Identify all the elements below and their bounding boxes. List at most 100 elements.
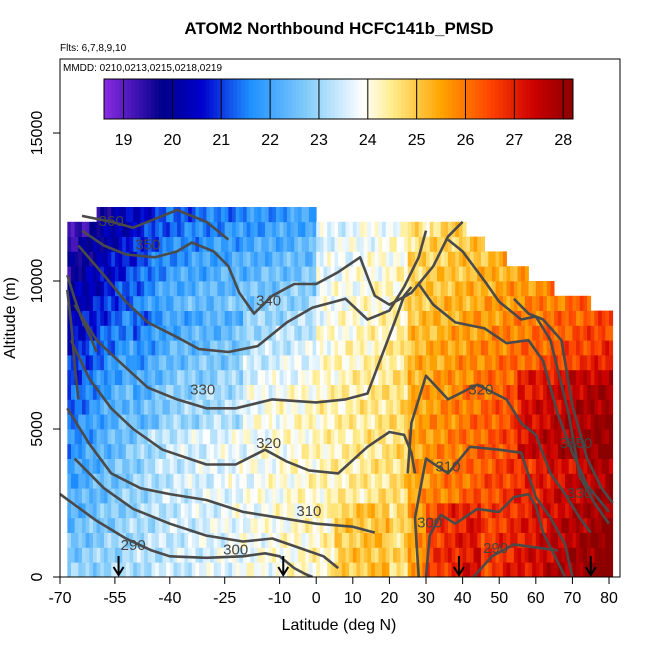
heat-cell [235, 221, 240, 237]
plot-frame [59, 58, 621, 578]
heat-cell [561, 369, 566, 385]
heat-cell [341, 532, 346, 548]
heat-cell [594, 458, 599, 474]
heat-cell [107, 532, 112, 548]
heat-cell [477, 429, 482, 445]
heat-cell [323, 503, 328, 519]
heat-cell [598, 517, 603, 533]
heat-cell [297, 355, 302, 371]
heat-cell [371, 355, 376, 371]
heat-cell [400, 547, 405, 563]
heat-cell [85, 414, 90, 430]
heat-cell [458, 547, 464, 563]
heat-cell [466, 532, 471, 548]
heat-cell [327, 458, 332, 474]
heat-cell [543, 295, 548, 311]
heat-cell [491, 532, 496, 548]
heat-cell [257, 562, 262, 577]
heat-cell [268, 517, 273, 533]
colorbar-swatch [408, 79, 414, 119]
heat-cell [253, 517, 259, 533]
heat-cell [605, 458, 610, 474]
heat-cell [166, 369, 171, 385]
heat-cell [275, 458, 281, 474]
heat-cell [484, 399, 489, 415]
heat-cell [122, 251, 127, 267]
heat-cell [345, 384, 350, 400]
heat-cell [151, 310, 156, 326]
heat-cell [210, 355, 215, 371]
heat-cell [521, 429, 526, 445]
heat-cell [433, 340, 438, 356]
heat-cell [210, 532, 215, 548]
heat-cell [535, 399, 540, 415]
heat-cell [330, 369, 335, 385]
heat-cell [327, 266, 332, 282]
heat-cell [250, 429, 255, 445]
heat-cell [338, 325, 343, 341]
heat-cell [550, 532, 555, 548]
heat-cell [466, 340, 471, 356]
heat-cell [96, 458, 101, 474]
heat-cell [140, 503, 145, 519]
heat-cell [334, 236, 339, 252]
heat-cell [147, 295, 152, 311]
heat-cell [67, 443, 72, 459]
heat-cell [147, 207, 152, 223]
heat-cell [488, 429, 493, 445]
heat-cell [546, 281, 551, 297]
heat-cell [389, 221, 394, 237]
heat-cell [67, 221, 72, 237]
heat-cell [319, 355, 324, 371]
heat-cell [125, 355, 130, 371]
heat-cell [426, 458, 431, 474]
heat-cell [275, 251, 281, 267]
heat-cell [429, 236, 434, 252]
heat-cell [85, 473, 90, 489]
theta-contour-label: 330 [190, 381, 215, 398]
heat-cell [554, 414, 559, 430]
colorbar-swatch [115, 79, 121, 119]
heat-cell [107, 562, 112, 577]
heat-cell [407, 414, 412, 430]
heat-cell [349, 443, 354, 459]
heat-cell [436, 562, 442, 577]
heat-cell [199, 221, 204, 237]
heat-cell [210, 221, 215, 237]
heat-cell [495, 355, 500, 371]
heat-cell [363, 473, 368, 489]
heat-cell [539, 340, 544, 356]
heat-cell [338, 503, 343, 519]
heat-cell [279, 236, 284, 252]
heat-cell [495, 266, 500, 282]
heat-cell [469, 251, 474, 267]
colorbar-tick-label: 20 [163, 132, 181, 149]
heat-cell [70, 473, 76, 489]
heat-cell [147, 340, 152, 356]
heat-cell [535, 281, 540, 297]
heat-cell [191, 295, 196, 311]
heat-cell [444, 281, 449, 297]
heat-cell [78, 443, 83, 459]
heat-cell [517, 325, 522, 341]
heat-cell [283, 310, 288, 326]
heat-cell [155, 532, 160, 548]
colorbar-swatch [135, 79, 140, 119]
heat-cell [598, 532, 603, 548]
heat-cell [308, 443, 313, 459]
heat-cell [411, 310, 416, 326]
heat-cell [74, 251, 79, 267]
colorbar-swatch [404, 79, 410, 119]
heat-cell [473, 532, 478, 548]
heat-cell [199, 236, 204, 252]
heat-cell [202, 458, 207, 474]
heat-cell [78, 221, 83, 237]
heat-cell [396, 488, 401, 504]
heat-cell [125, 221, 130, 237]
heat-cell [605, 355, 610, 371]
heat-cell [385, 443, 390, 459]
heat-cell [458, 355, 464, 371]
heat-cell [499, 325, 504, 341]
heat-cell [356, 221, 361, 237]
heat-cell [297, 369, 302, 385]
